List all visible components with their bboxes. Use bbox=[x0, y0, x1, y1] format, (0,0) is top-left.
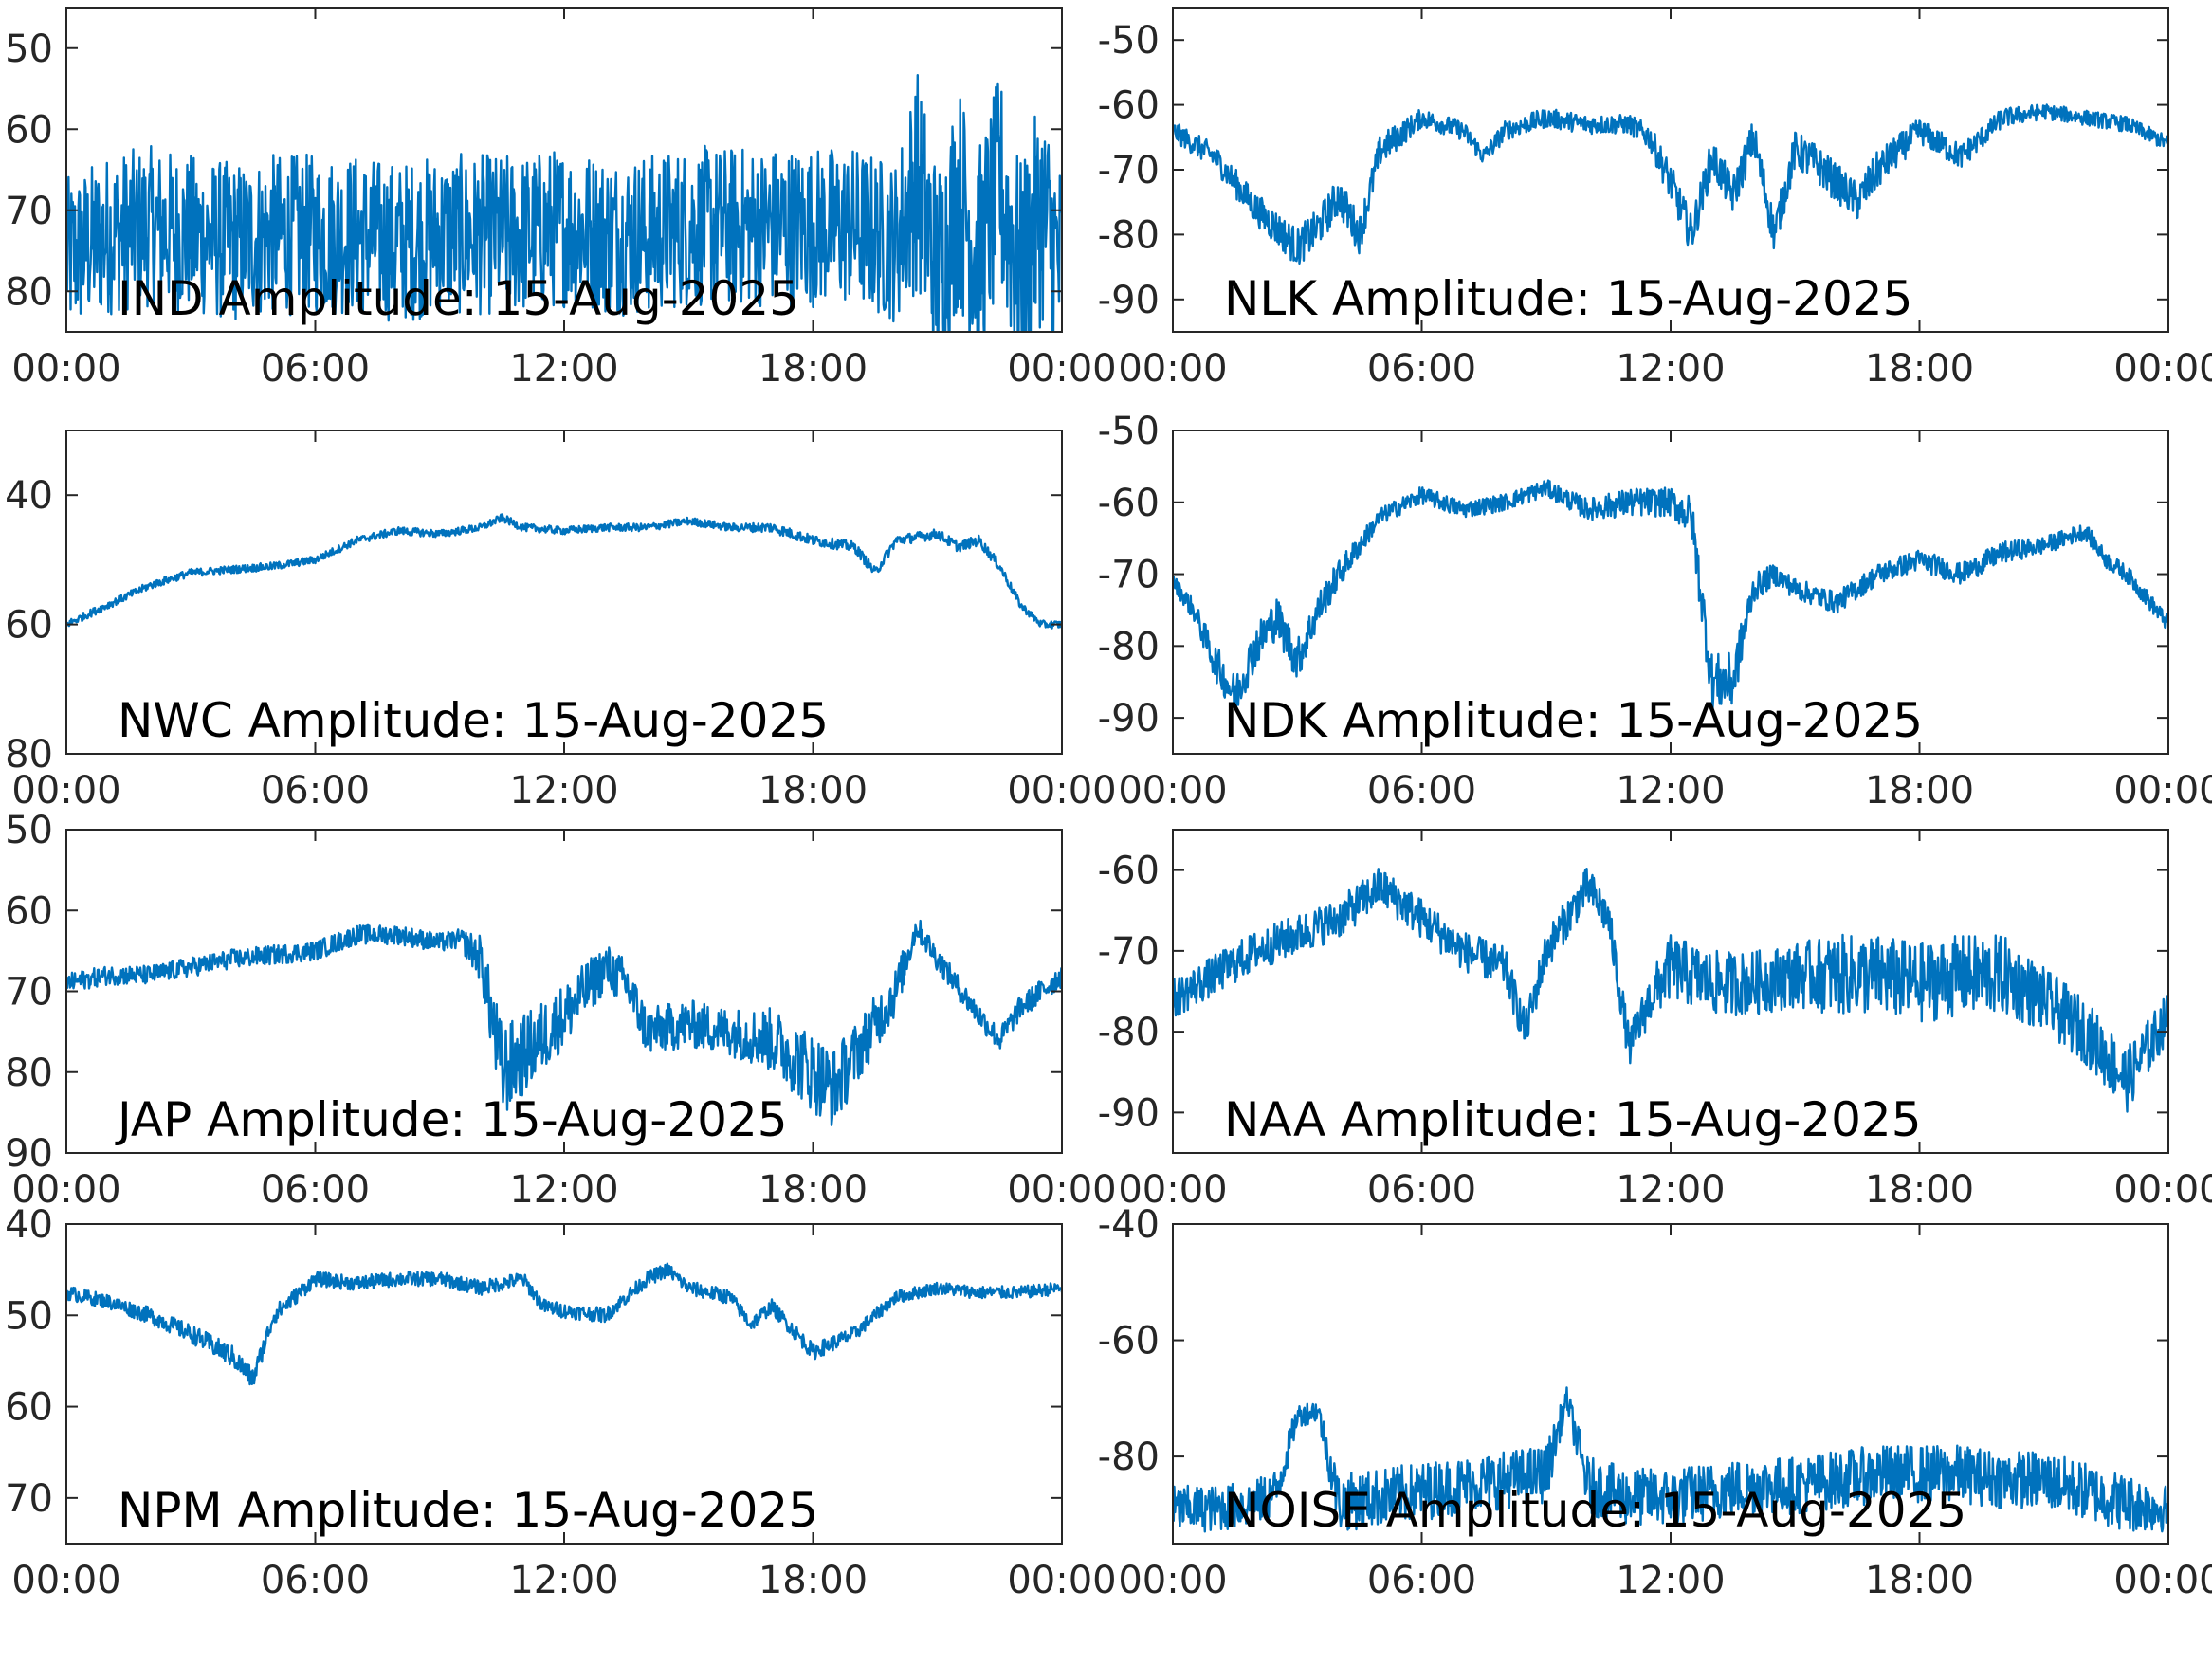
y-tick-label: -60 bbox=[1098, 1320, 1160, 1363]
series-line bbox=[1173, 479, 2168, 711]
x-tick-label: 00:00 bbox=[1007, 347, 1116, 391]
x-tick-label: 00:00 bbox=[11, 1559, 120, 1602]
series-line bbox=[66, 1262, 1062, 1386]
series-line bbox=[1173, 103, 2168, 265]
x-tick-label: 00:00 bbox=[2113, 769, 2212, 813]
subplot-label: NWC Amplitude: 15-Aug-2025 bbox=[118, 693, 829, 748]
x-tick-label: 00:00 bbox=[1118, 1559, 1227, 1602]
x-tick-label: 12:00 bbox=[1616, 1168, 1725, 1212]
subplot-label: NOISE Amplitude: 15-Aug-2025 bbox=[1224, 1483, 1966, 1538]
subplot-label: JAP Amplitude: 15-Aug-2025 bbox=[115, 1092, 788, 1147]
y-tick-label: 50 bbox=[5, 27, 53, 71]
x-tick-label: 00:00 bbox=[11, 1168, 120, 1212]
y-tick-label: -50 bbox=[1098, 19, 1160, 63]
series-line bbox=[66, 919, 1062, 1126]
y-tick-label: 60 bbox=[5, 604, 53, 648]
x-tick-label: 18:00 bbox=[759, 347, 868, 391]
y-tick-label: 70 bbox=[5, 971, 53, 1015]
y-tick-label: -70 bbox=[1098, 554, 1160, 597]
subplot-6: 00:00 06:00 12:00 18:00 00:00 40 50 60 70 NPM Amp… bbox=[5, 1203, 1117, 1602]
x-tick-label: 06:00 bbox=[261, 1168, 370, 1212]
x-tick-label: 00:00 bbox=[2113, 347, 2212, 391]
x-tick-label: 00:00 bbox=[1118, 1168, 1227, 1212]
y-tick-label: 70 bbox=[5, 190, 53, 233]
y-tick-label: -80 bbox=[1098, 213, 1160, 257]
x-tick-label: 18:00 bbox=[759, 1168, 868, 1212]
series-line bbox=[66, 513, 1062, 630]
subplot-5: 00:00 06:00 12:00 18:00 00:00 -60 -70 -80 -90 NAA… bbox=[1098, 829, 2212, 1212]
x-tick-label: 06:00 bbox=[1367, 1168, 1476, 1212]
x-tick-label: 18:00 bbox=[759, 1559, 868, 1602]
y-tick-label: -90 bbox=[1098, 279, 1160, 322]
series-line bbox=[1173, 1386, 2168, 1533]
subplot-0: 00:00 06:00 12:00 18:00 00:00 50 60 70 80 IND Amp… bbox=[5, 7, 1117, 391]
subplot-label: NPM Amplitude: 15-Aug-2025 bbox=[118, 1483, 818, 1538]
y-tick-label: -80 bbox=[1098, 625, 1160, 668]
x-tick-label: 18:00 bbox=[1865, 1559, 1974, 1602]
y-tick-label: 70 bbox=[5, 1477, 53, 1521]
x-tick-label: 00:00 bbox=[2113, 1168, 2212, 1212]
x-tick-label: 18:00 bbox=[1865, 347, 1974, 391]
y-tick-label: -60 bbox=[1098, 482, 1160, 525]
x-tick-label: 12:00 bbox=[509, 1168, 618, 1212]
x-tick-label: 12:00 bbox=[509, 769, 618, 813]
x-tick-label: 00:00 bbox=[2113, 1559, 2212, 1602]
subplot-label: NAA Amplitude: 15-Aug-2025 bbox=[1224, 1092, 1922, 1147]
x-tick-label: 12:00 bbox=[509, 1559, 618, 1602]
subplot-2: 00:00 06:00 12:00 18:00 00:00 40 60 80 NWC Ampli… bbox=[5, 430, 1117, 813]
x-tick-label: 06:00 bbox=[261, 347, 370, 391]
x-tick-label: 12:00 bbox=[1616, 347, 1725, 391]
x-tick-label: 06:00 bbox=[261, 1559, 370, 1602]
x-tick-label: 06:00 bbox=[1367, 1559, 1476, 1602]
x-tick-label: 12:00 bbox=[1616, 769, 1725, 813]
subplot-1: 00:00 06:00 12:00 18:00 00:00 -50 -60 -70 -80 -90… bbox=[1098, 7, 2212, 391]
x-tick-label: 18:00 bbox=[1865, 1168, 1974, 1212]
y-tick-label: -60 bbox=[1098, 850, 1160, 893]
x-tick-label: 12:00 bbox=[1616, 1559, 1725, 1602]
x-tick-label: 00:00 bbox=[1007, 769, 1116, 813]
x-tick-label: 00:00 bbox=[1007, 1559, 1116, 1602]
x-tick-label: 18:00 bbox=[1865, 769, 1974, 813]
y-tick-label: 60 bbox=[5, 889, 53, 933]
x-tick-label: 00:00 bbox=[1118, 347, 1227, 391]
y-tick-label: 50 bbox=[5, 809, 53, 852]
y-tick-label: 90 bbox=[5, 1132, 53, 1176]
y-tick-label: 80 bbox=[5, 733, 53, 777]
x-tick-label: 00:00 bbox=[1118, 769, 1227, 813]
y-tick-label: 50 bbox=[5, 1294, 53, 1338]
subplot-label: NDK Amplitude: 15-Aug-2025 bbox=[1224, 693, 1923, 748]
y-tick-label: 60 bbox=[5, 108, 53, 152]
x-tick-label: 12:00 bbox=[509, 347, 618, 391]
subplot-3: 00:00 06:00 12:00 18:00 00:00 -50 -60 -70 -80 -90… bbox=[1098, 410, 2212, 813]
x-tick-label: 06:00 bbox=[261, 769, 370, 813]
subplot-label: NLK Amplitude: 15-Aug-2025 bbox=[1224, 271, 1912, 326]
y-tick-label: 60 bbox=[5, 1386, 53, 1430]
y-tick-label: -90 bbox=[1098, 1091, 1160, 1135]
y-tick-label: -70 bbox=[1098, 930, 1160, 974]
subplot-7: 00:00 06:00 12:00 18:00 00:00 -40 -60 -80 NOISE … bbox=[1098, 1203, 2212, 1602]
subplot-label: IND Amplitude: 15-Aug-2025 bbox=[118, 271, 799, 326]
y-tick-label: -90 bbox=[1098, 697, 1160, 741]
y-tick-label: 80 bbox=[5, 1051, 53, 1095]
y-tick-label: -80 bbox=[1098, 1011, 1160, 1054]
y-tick-label: -50 bbox=[1098, 410, 1160, 453]
y-tick-label: -40 bbox=[1098, 1203, 1160, 1247]
y-tick-label: 40 bbox=[5, 474, 53, 518]
x-tick-label: 00:00 bbox=[1007, 1168, 1116, 1212]
y-tick-label: 40 bbox=[5, 1203, 53, 1247]
x-tick-label: 18:00 bbox=[759, 769, 868, 813]
y-tick-label: -60 bbox=[1098, 84, 1160, 128]
series-line bbox=[1173, 868, 2168, 1113]
y-tick-label: -70 bbox=[1098, 149, 1160, 192]
x-tick-label: 00:00 bbox=[11, 769, 120, 813]
x-tick-label: 06:00 bbox=[1367, 347, 1476, 391]
y-tick-label: 80 bbox=[5, 270, 53, 314]
x-tick-label: 00:00 bbox=[11, 347, 120, 391]
y-tick-label: -80 bbox=[1098, 1435, 1160, 1479]
series-line bbox=[66, 74, 1062, 332]
subplot-4: 00:00 06:00 12:00 18:00 00:00 50 60 70 80 90 JAP A… bbox=[5, 809, 1117, 1212]
x-tick-label: 06:00 bbox=[1367, 769, 1476, 813]
